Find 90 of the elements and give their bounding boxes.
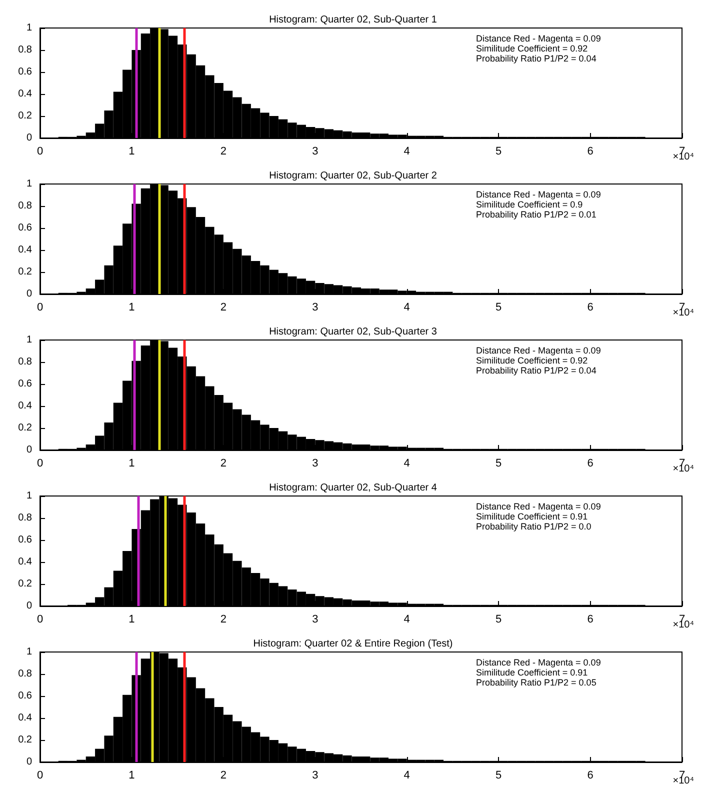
x-tick-label: 2 [220, 146, 226, 158]
x-axis-title: ×10⁴ [672, 620, 694, 630]
annotation: Distance Red - Magenta = 0.09 [476, 346, 601, 356]
y-tick-label: 1 [26, 646, 32, 658]
y-tick-label: 0.8 [18, 512, 32, 524]
annotation: Similitude Coefficient = 0.91 [476, 512, 588, 522]
chart-title: Histogram: Quarter 02, Sub-Quarter 2 [269, 170, 438, 182]
y-tick-label: 0.6 [18, 378, 32, 390]
x-tick-label: 2 [220, 614, 226, 626]
y-tick-label: 0.6 [18, 690, 32, 702]
chart-title: Histogram: Quarter 02, Sub-Quarter 3 [269, 326, 438, 338]
y-tick-label: 0 [26, 132, 32, 144]
annotation: Distance Red - Magenta = 0.09 [476, 658, 601, 668]
x-axis-title: ×10⁴ [672, 308, 694, 318]
y-tick-label: 0.8 [18, 356, 32, 368]
annotation: Similitude Coefficient = 0.9 [476, 200, 583, 210]
y-tick-label: 0 [26, 756, 32, 768]
y-tick-label: 0.2 [18, 110, 32, 122]
y-tick-label: 0.2 [18, 578, 32, 590]
annotation: Probability Ratio P1/P2 = 0.05 [476, 678, 596, 688]
y-tick-label: 0.8 [18, 200, 32, 212]
x-tick-label: 0 [36, 146, 44, 158]
chart-title: Histogram: Quarter 02, Sub-Quarter 4 [269, 482, 438, 494]
x-tick-label: 4 [404, 458, 410, 470]
x-tick-label: 6 [587, 146, 594, 158]
chart-title: Histogram: Quarter 02, Sub-Quarter 1 [269, 14, 438, 26]
x-tick-label: 0 [36, 614, 44, 626]
x-tick-label: 5 [496, 146, 502, 158]
x-tick-label: 2 [220, 458, 226, 470]
x-tick-label: 3 [312, 614, 318, 626]
x-tick-label: 5 [496, 458, 502, 470]
y-tick-label: 0.6 [18, 66, 32, 78]
x-tick-label: 2 [220, 302, 226, 314]
x-tick-label: 1 [128, 614, 135, 626]
y-tick-label: 0 [26, 600, 32, 612]
y-tick-label: 0.8 [18, 44, 32, 56]
y-tick-label: 1 [26, 22, 32, 34]
annotation: Similitude Coefficient = 0.91 [476, 668, 588, 678]
x-tick-label: 2 [220, 770, 226, 782]
x-tick-label: 1 [128, 458, 135, 470]
x-tick-label: 0 [36, 458, 44, 470]
x-tick-label: 1 [128, 146, 135, 158]
x-tick-label: 3 [312, 146, 318, 158]
y-tick-label: 0.4 [18, 712, 32, 724]
x-tick-label: 3 [312, 770, 318, 782]
x-tick-label: 6 [587, 302, 594, 314]
x-tick-label: 6 [587, 614, 594, 626]
x-tick-label: 3 [312, 302, 318, 314]
y-tick-label: 0 [26, 444, 32, 456]
x-tick-label: 1 [128, 302, 135, 314]
x-tick-label: 6 [587, 770, 594, 782]
y-tick-label: 0 [26, 288, 32, 300]
y-tick-label: 0.4 [18, 400, 32, 412]
chart-title: Histogram: Quarter 02 & Entire Region (Test) [253, 638, 453, 650]
annotation: Similitude Coefficient = 0.92 [476, 44, 588, 54]
y-tick-label: 0.4 [18, 556, 32, 568]
x-tick-label: 5 [496, 614, 502, 626]
y-tick-label: 0.2 [18, 422, 32, 434]
y-tick-label: 1 [26, 178, 32, 190]
y-tick-label: 0.2 [18, 266, 32, 278]
annotation: Distance Red - Magenta = 0.09 [476, 190, 601, 200]
x-tick-label: 5 [496, 770, 502, 782]
x-tick-label: 0 [36, 770, 44, 782]
x-axis-title: ×10⁴ [672, 464, 694, 474]
annotation: Similitude Coefficient = 0.92 [476, 356, 588, 366]
x-axis-title: ×10⁴ [672, 776, 694, 786]
x-tick-label: 6 [587, 458, 594, 470]
x-tick-label: 3 [312, 458, 318, 470]
x-tick-label: 4 [404, 302, 410, 314]
y-tick-label: 1 [26, 334, 32, 346]
x-tick-label: 1 [128, 770, 135, 782]
y-tick-label: 0.6 [18, 222, 32, 234]
annotation: Probability Ratio P1/P2 = 0.01 [476, 210, 596, 220]
x-tick-label: 4 [404, 146, 410, 158]
x-tick-label: 4 [404, 614, 410, 626]
y-tick-label: 0.6 [18, 534, 32, 546]
x-tick-label: 4 [404, 770, 410, 782]
annotation: Probability Ratio P1/P2 = 0.04 [476, 366, 596, 376]
y-tick-label: 0.8 [18, 668, 32, 680]
annotation: Distance Red - Magenta = 0.09 [476, 502, 601, 512]
y-tick-label: 0.2 [18, 734, 32, 746]
y-tick-label: 1 [26, 490, 32, 502]
annotation: Probability Ratio P1/P2 = 0.04 [476, 54, 596, 64]
y-tick-label: 0.4 [18, 244, 32, 256]
y-tick-label: 0.4 [18, 88, 32, 100]
x-tick-label: 5 [496, 302, 502, 314]
annotation: Distance Red - Magenta = 0.09 [476, 34, 601, 44]
x-axis-title: ×10⁴ [672, 152, 694, 162]
annotation: Probability Ratio P1/P2 = 0.0 [476, 522, 592, 532]
x-tick-label: 0 [36, 302, 44, 314]
